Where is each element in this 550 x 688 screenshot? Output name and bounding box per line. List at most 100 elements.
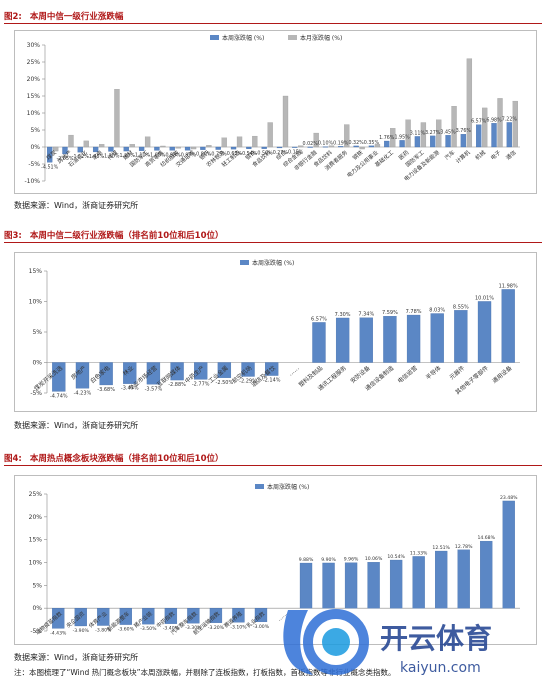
data-label: -1.00% <box>148 152 165 158</box>
bar <box>169 146 175 151</box>
bar <box>144 136 151 148</box>
data-label: -2.77% <box>192 381 210 387</box>
data-label: 3.76% <box>456 128 472 134</box>
data-label: 10.06% <box>365 556 383 562</box>
y-tick-label: -10% <box>24 178 40 185</box>
bar <box>98 144 105 148</box>
bar <box>68 134 74 148</box>
bar <box>146 362 161 385</box>
bar <box>108 146 114 152</box>
data-label: 8.03% <box>429 308 445 314</box>
y-tick-label: 5% <box>32 582 42 589</box>
data-label: -2.05% <box>56 156 73 162</box>
data-label: 9.88% <box>299 557 314 563</box>
data-label: -4.74% <box>50 393 68 399</box>
bar <box>344 124 350 148</box>
data-label: -1.20% <box>118 153 135 159</box>
data-label: 0.02% <box>303 141 319 147</box>
figure-2-svg: -10% -5% 0% 5% 10% 15% 20% 25% 30% 本周涨跌幅 (%) 本月涨跌幅… <box>24 34 520 185</box>
figure-2-source: 数据来源：Wind，浙商证券研究所 <box>14 201 139 210</box>
bar <box>194 362 208 380</box>
bar <box>353 145 359 148</box>
bar <box>52 362 66 392</box>
data-label: 1.76% <box>379 135 395 141</box>
legend-label: 本周涨跌幅 (%) <box>222 34 264 42</box>
bar <box>414 136 421 148</box>
data-label: -3.50% <box>140 626 157 632</box>
legend-swatch <box>210 35 219 40</box>
data-label: 0.32% <box>348 140 364 146</box>
data-label: -0.15% <box>286 150 303 156</box>
bar <box>359 317 373 363</box>
bar <box>477 301 492 363</box>
bar <box>445 135 451 148</box>
y-tick-label: 10% <box>27 110 41 117</box>
data-label: 7.78% <box>406 309 422 315</box>
data-label: -4.43% <box>50 630 67 636</box>
bar <box>232 608 245 623</box>
bar <box>190 146 197 150</box>
figure-3-svg: -5%0%5%10%15%本周涨跌幅 (%)-4.74%煤炭开采洗选-4.23%… <box>29 259 520 399</box>
data-label: 10.54% <box>387 554 405 560</box>
figure-3-rule <box>4 242 542 243</box>
bar <box>236 136 243 148</box>
data-label: -0.63% <box>225 151 242 157</box>
bar <box>374 144 381 148</box>
data-label: 23.48% <box>500 495 518 501</box>
data-label: -2.88% <box>168 382 186 388</box>
bar <box>482 107 488 148</box>
bar <box>170 362 184 381</box>
data-label: -3.80% <box>95 628 112 634</box>
category-label: 电信运营 <box>396 364 419 385</box>
bar <box>261 146 267 149</box>
data-label: -3.30% <box>185 625 202 631</box>
data-label: 7.30% <box>335 312 351 318</box>
y-tick-label: 15% <box>29 537 43 544</box>
bar <box>420 122 427 148</box>
data-label: -0.50% <box>256 151 273 157</box>
figure-3-chart: -5% 0% 5% 10% 15% 本周涨跌幅 (%) -4.74% 煤炭开采洗选 -4.23%… <box>14 252 537 412</box>
data-label: -3.20% <box>208 625 225 631</box>
bar <box>476 124 482 148</box>
legend-label: 本周涨跌幅 (%) <box>267 483 309 491</box>
data-label: 7.59% <box>382 310 398 316</box>
bar <box>501 289 515 363</box>
y-tick-label: 0% <box>30 144 40 151</box>
bar <box>338 146 344 148</box>
data-label: -0.98% <box>164 152 181 158</box>
legend-swatch <box>240 260 249 265</box>
bar <box>52 608 65 629</box>
bar <box>217 362 232 378</box>
bar <box>344 562 358 609</box>
bar <box>435 550 448 609</box>
figure-4-note: 注：本图梳理了“Wind 热门概念板块”本周涨跌幅，并剔除了连板指数，打板指数，… <box>14 668 396 677</box>
data-label: 3.11% <box>410 130 426 136</box>
bar <box>206 145 212 148</box>
y-tick-label: 0% <box>32 360 42 367</box>
category-label: 安防设备 <box>349 364 372 385</box>
data-label: 11.33% <box>410 550 428 556</box>
figure-3-number: 图3: <box>4 231 22 241</box>
data-label: -1.45% <box>87 154 104 160</box>
bar <box>384 140 390 148</box>
data-label: -1.52% <box>72 154 89 160</box>
bar <box>160 145 166 148</box>
data-label: 6.57% <box>471 119 487 125</box>
y-tick-label: 20% <box>27 76 41 83</box>
bar <box>359 146 365 150</box>
figure-3-title-text: 本周中信二级行业涨跌幅（排名前10位和后10位） <box>29 231 224 241</box>
data-label: 3.27% <box>425 130 441 136</box>
data-label: 11.98% <box>499 283 518 289</box>
bar <box>460 134 467 148</box>
bar <box>241 362 255 377</box>
data-label: 6.57% <box>311 316 327 322</box>
figure-2-rule <box>4 23 542 24</box>
figure-2-title: 图2: 本周中信一级行业涨跌幅 <box>4 10 123 22</box>
bar <box>480 540 493 609</box>
bar <box>265 362 279 376</box>
data-label: -0.54% <box>240 151 257 157</box>
data-label: 3.45% <box>440 129 456 135</box>
bar <box>299 562 313 609</box>
data-label: -2.14% <box>263 378 281 384</box>
bar <box>506 122 512 148</box>
